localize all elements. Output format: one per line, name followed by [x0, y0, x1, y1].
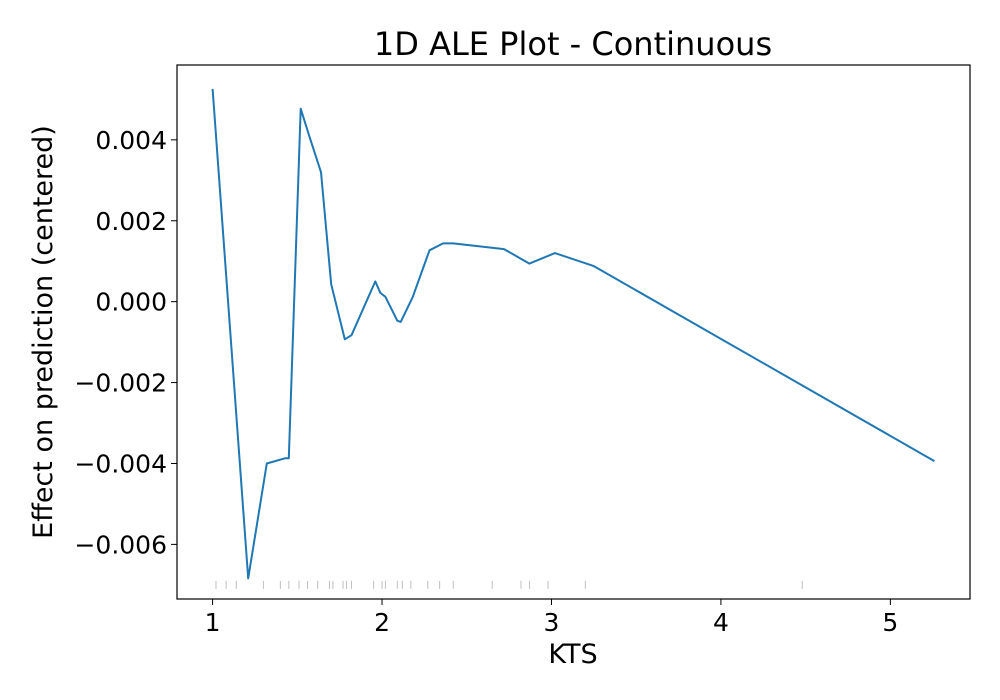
y-axis-label: Effect on prediction (centered) [28, 125, 59, 539]
chart-title: 1D ALE Plot - Continuous [374, 25, 772, 63]
y-tick-label: −0.006 [74, 530, 167, 559]
rug-marks [215, 580, 803, 589]
x-tick-label: 3 [544, 608, 560, 637]
y-tick-label: −0.004 [74, 449, 167, 478]
x-axis-label: KTS [548, 639, 597, 670]
x-tick-label: 2 [374, 608, 390, 637]
x-tick-label: 4 [713, 608, 729, 637]
x-tick-label: 1 [205, 608, 221, 637]
series-line [211, 88, 935, 580]
y-tick-label: 0.002 [95, 207, 167, 236]
plot-area [176, 64, 971, 600]
series-layer [211, 88, 935, 580]
y-tick-label: 0.004 [95, 126, 167, 155]
y-axis-ticks: −0.006 −0.004 −0.002 0.000 0.002 0.004 [74, 126, 177, 559]
x-tick-label: 5 [882, 608, 898, 637]
y-tick-label: −0.002 [74, 369, 167, 398]
y-tick-label: 0.000 [95, 288, 167, 317]
x-axis-ticks: 1 2 3 4 5 [205, 599, 898, 637]
